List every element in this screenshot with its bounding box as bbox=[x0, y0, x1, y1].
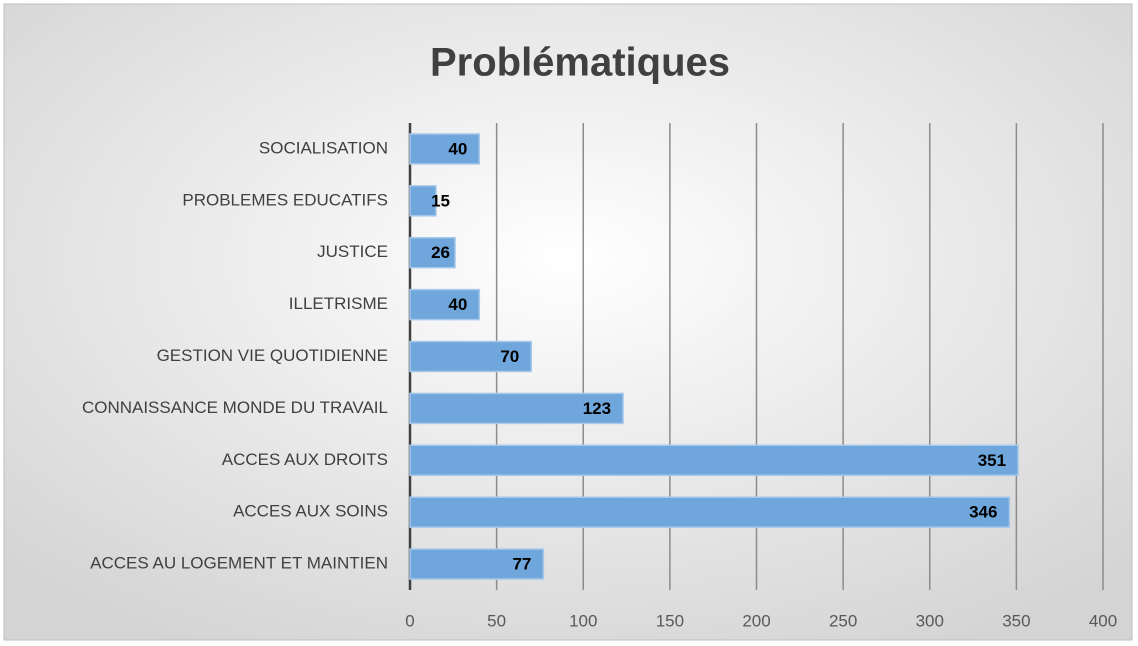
data-label: 77 bbox=[512, 555, 531, 574]
data-label: 26 bbox=[431, 243, 450, 262]
x-tick-label: 200 bbox=[742, 611, 770, 630]
y-tick-label: GESTION VIE QUOTIDIENNE bbox=[157, 346, 388, 365]
y-tick-label: SOCIALISATION bbox=[259, 138, 388, 157]
data-label: 351 bbox=[978, 451, 1006, 470]
x-tick-label: 50 bbox=[487, 611, 506, 630]
bar bbox=[409, 340, 533, 373]
y-tick-label: ACCES AUX DROITS bbox=[222, 450, 388, 469]
x-tick-label: 400 bbox=[1089, 611, 1117, 630]
bar bbox=[409, 496, 1011, 528]
data-label: 70 bbox=[500, 347, 519, 366]
x-tick-label: 100 bbox=[569, 611, 597, 630]
chart-background bbox=[3, 3, 1133, 641]
bar bbox=[409, 392, 624, 425]
bar bbox=[409, 185, 437, 217]
y-tick-label: ACCES AU LOGEMENT ET MAINTIEN bbox=[90, 554, 388, 573]
bar bbox=[409, 444, 1019, 477]
data-label: 40 bbox=[448, 295, 467, 314]
bar bbox=[409, 288, 481, 321]
data-label: 346 bbox=[969, 503, 997, 522]
data-label: 15 bbox=[431, 191, 450, 210]
y-tick-label: CONNAISSANCE MONDE DU TRAVAIL bbox=[82, 398, 388, 417]
y-tick-label: PROBLEMES EDUCATIFS bbox=[182, 190, 388, 209]
bar bbox=[409, 548, 545, 580]
x-tick-label: 0 bbox=[405, 611, 414, 630]
y-tick-label: ILLETRISME bbox=[289, 294, 388, 313]
data-label: 40 bbox=[448, 139, 467, 158]
y-tick-label: ACCES AUX SOINS bbox=[233, 502, 388, 521]
x-tick-label: 300 bbox=[916, 611, 944, 630]
x-tick-label: 350 bbox=[1002, 611, 1030, 630]
x-tick-label: 250 bbox=[829, 611, 857, 630]
bar bbox=[409, 133, 481, 165]
y-tick-label: JUSTICE bbox=[317, 242, 388, 261]
x-tick-label: 150 bbox=[656, 611, 684, 630]
chart-title: Problématiques bbox=[430, 41, 730, 85]
data-label: 123 bbox=[583, 399, 611, 418]
bar bbox=[409, 236, 456, 269]
